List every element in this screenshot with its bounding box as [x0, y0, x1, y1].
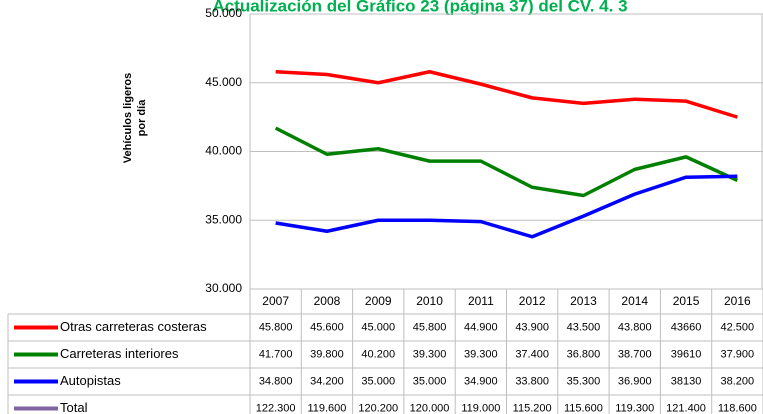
table-cell: 43660 [671, 321, 702, 333]
table-cell: 34.900 [464, 375, 498, 387]
y-tick-label: 30.000 [205, 281, 242, 295]
x-tick-label: 2008 [314, 294, 341, 308]
table-cell: 45.000 [361, 321, 395, 333]
table-cell: 38.200 [721, 375, 755, 387]
table-cell: 121.400 [666, 402, 706, 414]
x-tick-label: 2012 [519, 294, 546, 308]
table-cell: 36.800 [567, 348, 601, 360]
table-cell: 120.200 [358, 402, 398, 414]
table-cell: 36.900 [618, 375, 652, 387]
legend-label: Carreteras interiores [60, 346, 179, 361]
x-tick-label: 2014 [621, 294, 648, 308]
table-cell: 34.800 [259, 375, 293, 387]
table-cell: 40.200 [361, 348, 395, 360]
y-tick-label: 35.000 [205, 212, 242, 226]
table-cell: 33.800 [515, 375, 549, 387]
x-tick-label: 2016 [724, 294, 751, 308]
table-cell: 120.000 [410, 402, 450, 414]
table-cell: 35.000 [361, 375, 395, 387]
table-cell: 38.700 [618, 348, 652, 360]
x-tick-label: 2013 [570, 294, 597, 308]
y-tick-label: 50.000 [205, 6, 242, 20]
table-cell: 34.200 [310, 375, 344, 387]
table-cell: 37.900 [721, 348, 755, 360]
table-cell: 119.000 [461, 402, 500, 414]
legend-label: Autopistas [60, 373, 121, 388]
table-cell: 115.600 [564, 402, 603, 414]
x-tick-label: 2009 [365, 294, 392, 308]
table-cell: 39.300 [464, 348, 498, 360]
series-line [274, 126, 739, 198]
table-cell: 42.500 [721, 321, 755, 333]
table-cell: 39.800 [310, 348, 344, 360]
chart-title: Actualización del Gráfico 23 (página 37)… [212, 0, 627, 15]
table-cell: 35.000 [413, 375, 447, 387]
table-cell: 41.700 [259, 348, 293, 360]
table-cell: 119.300 [615, 402, 654, 414]
table-cell: 43.500 [567, 321, 601, 333]
x-tick-label: 2010 [416, 294, 443, 308]
x-tick-label: 2011 [468, 294, 494, 308]
table-cell: 122.300 [256, 402, 296, 414]
table-cell: 39610 [671, 348, 702, 360]
table-cell: 38130 [671, 375, 702, 387]
y-tick-label: 45.000 [205, 75, 242, 89]
table-cell: 119.600 [307, 402, 346, 414]
table-cell: 43.900 [515, 321, 549, 333]
table-cell: 43.800 [618, 321, 652, 333]
series-line [275, 70, 738, 119]
y-axis-title: Vehículos ligeros [122, 73, 134, 163]
legend-label: Total [60, 400, 88, 414]
y-tick-label: 40.000 [205, 144, 242, 158]
table-cell: 44.900 [464, 321, 498, 333]
table-cell: 115.200 [513, 402, 552, 414]
table-cell: 39.300 [413, 348, 447, 360]
table-cell: 45.800 [413, 321, 447, 333]
y-axis-title: por día [136, 99, 148, 137]
series-line [275, 174, 738, 239]
table-cell: 37.400 [515, 348, 549, 360]
x-tick-label: 2015 [673, 294, 700, 308]
legend-label: Otras carreteras costeras [60, 319, 207, 334]
x-tick-label: 2007 [262, 294, 289, 308]
table-cell: 35.300 [567, 375, 601, 387]
plot-lines [274, 70, 739, 239]
table-cell: 45.600 [310, 321, 344, 333]
table-cell: 45.800 [259, 321, 293, 333]
table-cell: 118.600 [718, 402, 757, 414]
